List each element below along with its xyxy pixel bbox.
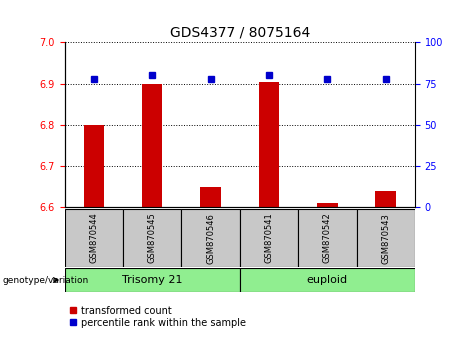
Bar — [142, 84, 162, 207]
Bar — [83, 125, 104, 207]
Bar — [181, 209, 240, 267]
Legend: transformed count, percentile rank within the sample: transformed count, percentile rank withi… — [70, 306, 246, 328]
Bar — [123, 209, 181, 267]
Text: euploid: euploid — [307, 275, 348, 285]
Text: GSM870541: GSM870541 — [265, 213, 273, 263]
Text: Trisomy 21: Trisomy 21 — [122, 275, 183, 285]
Text: GSM870545: GSM870545 — [148, 213, 157, 263]
Text: GSM870543: GSM870543 — [381, 213, 390, 263]
Bar — [240, 268, 415, 292]
Bar — [65, 268, 240, 292]
Bar — [259, 81, 279, 207]
Bar — [356, 209, 415, 267]
Bar — [375, 191, 396, 207]
Bar — [240, 209, 298, 267]
Title: GDS4377 / 8075164: GDS4377 / 8075164 — [170, 26, 310, 40]
Text: GSM870544: GSM870544 — [89, 213, 98, 263]
Bar — [65, 209, 123, 267]
Text: GSM870542: GSM870542 — [323, 213, 332, 263]
Text: GSM870546: GSM870546 — [206, 213, 215, 263]
Text: genotype/variation: genotype/variation — [2, 275, 89, 285]
Bar — [200, 187, 221, 207]
Bar — [298, 209, 356, 267]
Bar — [317, 203, 337, 207]
